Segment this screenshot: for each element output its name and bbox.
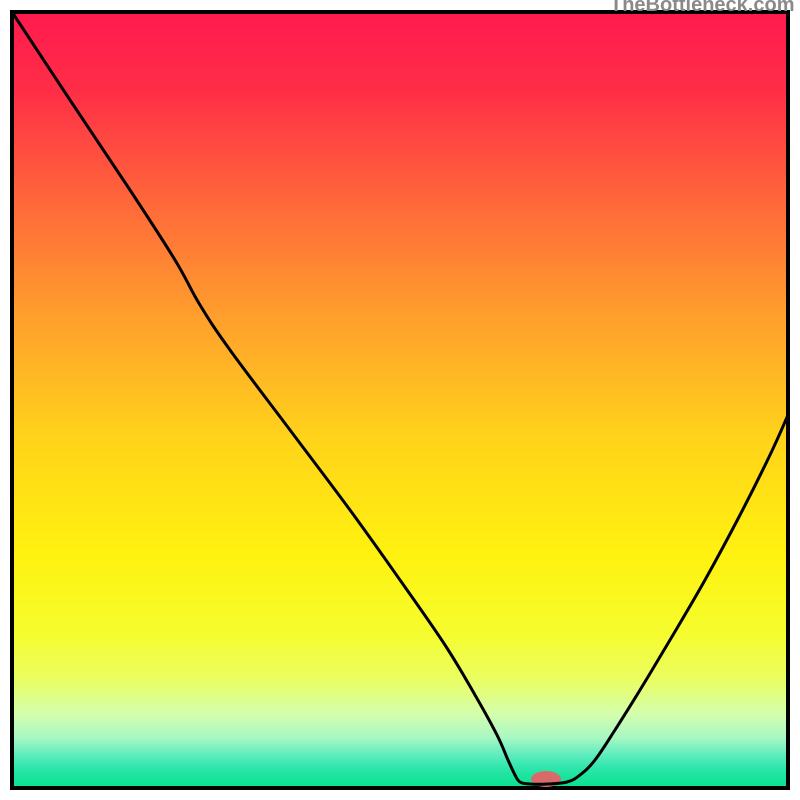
gradient-background: [0, 0, 800, 800]
chart-stage: TheBottleneck.com: [0, 0, 800, 800]
attribution-text: TheBottleneck.com: [610, 0, 794, 17]
